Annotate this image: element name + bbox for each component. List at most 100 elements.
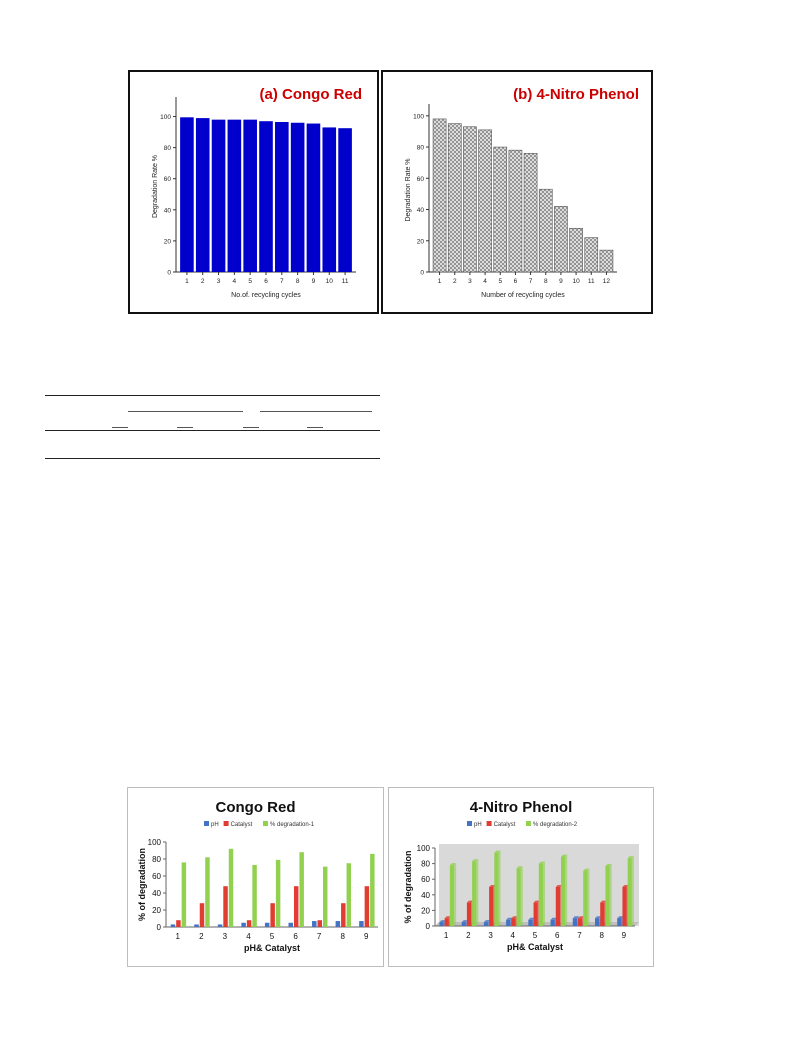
bar [341, 903, 346, 927]
bar [528, 919, 533, 926]
y-tick-label: 40 [152, 889, 161, 898]
bar-top [449, 863, 457, 866]
bar [306, 123, 321, 272]
bar [523, 152, 538, 273]
bar [578, 918, 583, 926]
bar [561, 856, 566, 926]
chart-panel-4-nitro-phenol-recycling: (b) 4-Nitro Phenol 0 20 40 60 80 100 1 2 3 4 5 6 7 8 9 1… [381, 70, 653, 314]
bar [538, 188, 553, 273]
bar-side [631, 856, 634, 926]
bar [622, 887, 627, 926]
legend-label: Catalyst [494, 822, 516, 828]
x-tick-label: 7 [529, 278, 533, 285]
x-tick-label: 1 [444, 931, 449, 940]
x-tick-label: 1 [185, 278, 189, 285]
bar [370, 853, 375, 927]
chart-4-nitro-phenol-ph-catalyst: 4-Nitro Phenol pH Catalyst % degradation-2 0… [403, 799, 639, 952]
chart-congo-red-ph-catalyst: Congo Red pH Catalyst % degradation-1 0 20 40 6… [137, 799, 378, 953]
bar [243, 119, 257, 272]
bar [538, 863, 543, 926]
bar-side [498, 850, 501, 926]
bar [555, 887, 560, 926]
y-tick-label: 20 [417, 238, 425, 245]
bar [299, 852, 304, 927]
bar-top [444, 916, 451, 919]
y-tick-label: 60 [417, 176, 425, 183]
bar [472, 861, 477, 926]
x-axis-label: pH& Catalyst [507, 942, 563, 952]
y-tick-label: 20 [421, 906, 430, 915]
bar [494, 852, 499, 926]
x-tick-label: 4 [511, 931, 516, 940]
legend-label: pH [211, 822, 219, 828]
bar-top [528, 917, 535, 920]
bar-top [494, 850, 501, 853]
y-tick-label: 80 [417, 145, 425, 152]
chart-panel-4-nitro-phenol-ph-catalyst: 4-Nitro Phenol pH Catalyst % degradation-2 0… [388, 787, 654, 967]
bar [338, 128, 352, 272]
bar-top [605, 863, 612, 866]
x-tick-label: 2 [466, 931, 471, 940]
x-tick-label: 8 [544, 278, 548, 285]
x-tick-label: 6 [555, 931, 560, 940]
y-axis-label: % of degradation [137, 848, 147, 921]
bar-top [600, 900, 607, 903]
legend-label: % degradation-1 [270, 822, 315, 828]
y-axis-label: Degradation Rate % [405, 158, 412, 221]
x-tick-label: 11 [342, 278, 349, 285]
y-tick-label: 40 [164, 207, 172, 214]
bar [199, 903, 205, 927]
bar-side [587, 868, 590, 926]
bar [516, 868, 521, 926]
bar-top [489, 885, 496, 887]
bar-side [476, 859, 479, 926]
bar [194, 924, 199, 927]
bar-top [461, 920, 468, 923]
legend-swatch [223, 821, 229, 826]
x-tick-label: 5 [533, 931, 538, 940]
bar [217, 924, 223, 927]
bar [275, 859, 281, 927]
bar [264, 922, 270, 927]
y-tick-label: 100 [417, 844, 431, 853]
table-subheader-rule-1 [128, 411, 243, 412]
x-tick-label: 3 [217, 278, 221, 285]
x-tick-label: 7 [577, 931, 582, 940]
x-tick-label: 7 [317, 932, 322, 941]
bar-side [543, 861, 545, 926]
table-top-rule [45, 395, 380, 396]
y-tick-label: 100 [148, 838, 162, 847]
y-tick-label: 40 [421, 891, 430, 900]
bar [335, 921, 341, 927]
x-tick-label: 1 [438, 278, 442, 285]
bar [569, 227, 583, 273]
x-tick-label: 5 [270, 932, 275, 941]
bar [322, 127, 337, 272]
x-tick-label: 4 [233, 278, 237, 285]
x-tick-label: 2 [199, 932, 204, 941]
bar [584, 237, 599, 273]
bar-top [439, 920, 446, 923]
bar [508, 149, 523, 273]
y-tick-label: 0 [426, 922, 431, 931]
y-tick-label: 60 [152, 872, 161, 881]
bar [466, 902, 472, 926]
bar [346, 863, 352, 927]
bar [205, 857, 210, 927]
x-tick-label: 3 [223, 932, 228, 941]
bar [627, 858, 632, 926]
bar [600, 902, 605, 926]
y-tick-label: 20 [152, 906, 161, 915]
x-tick-label: 1 [176, 932, 181, 941]
x-tick-label: 9 [622, 931, 627, 940]
bar [572, 918, 577, 926]
bar [449, 865, 455, 926]
x-tick-label: 7 [280, 278, 284, 285]
bar [506, 919, 511, 926]
x-axis-label: pH& Catalyst [244, 943, 300, 953]
bar-top [572, 916, 579, 919]
bar [447, 123, 462, 273]
bar [288, 922, 293, 927]
legend-swatch [526, 821, 531, 826]
chart-title: (a) Congo Red [260, 86, 363, 103]
